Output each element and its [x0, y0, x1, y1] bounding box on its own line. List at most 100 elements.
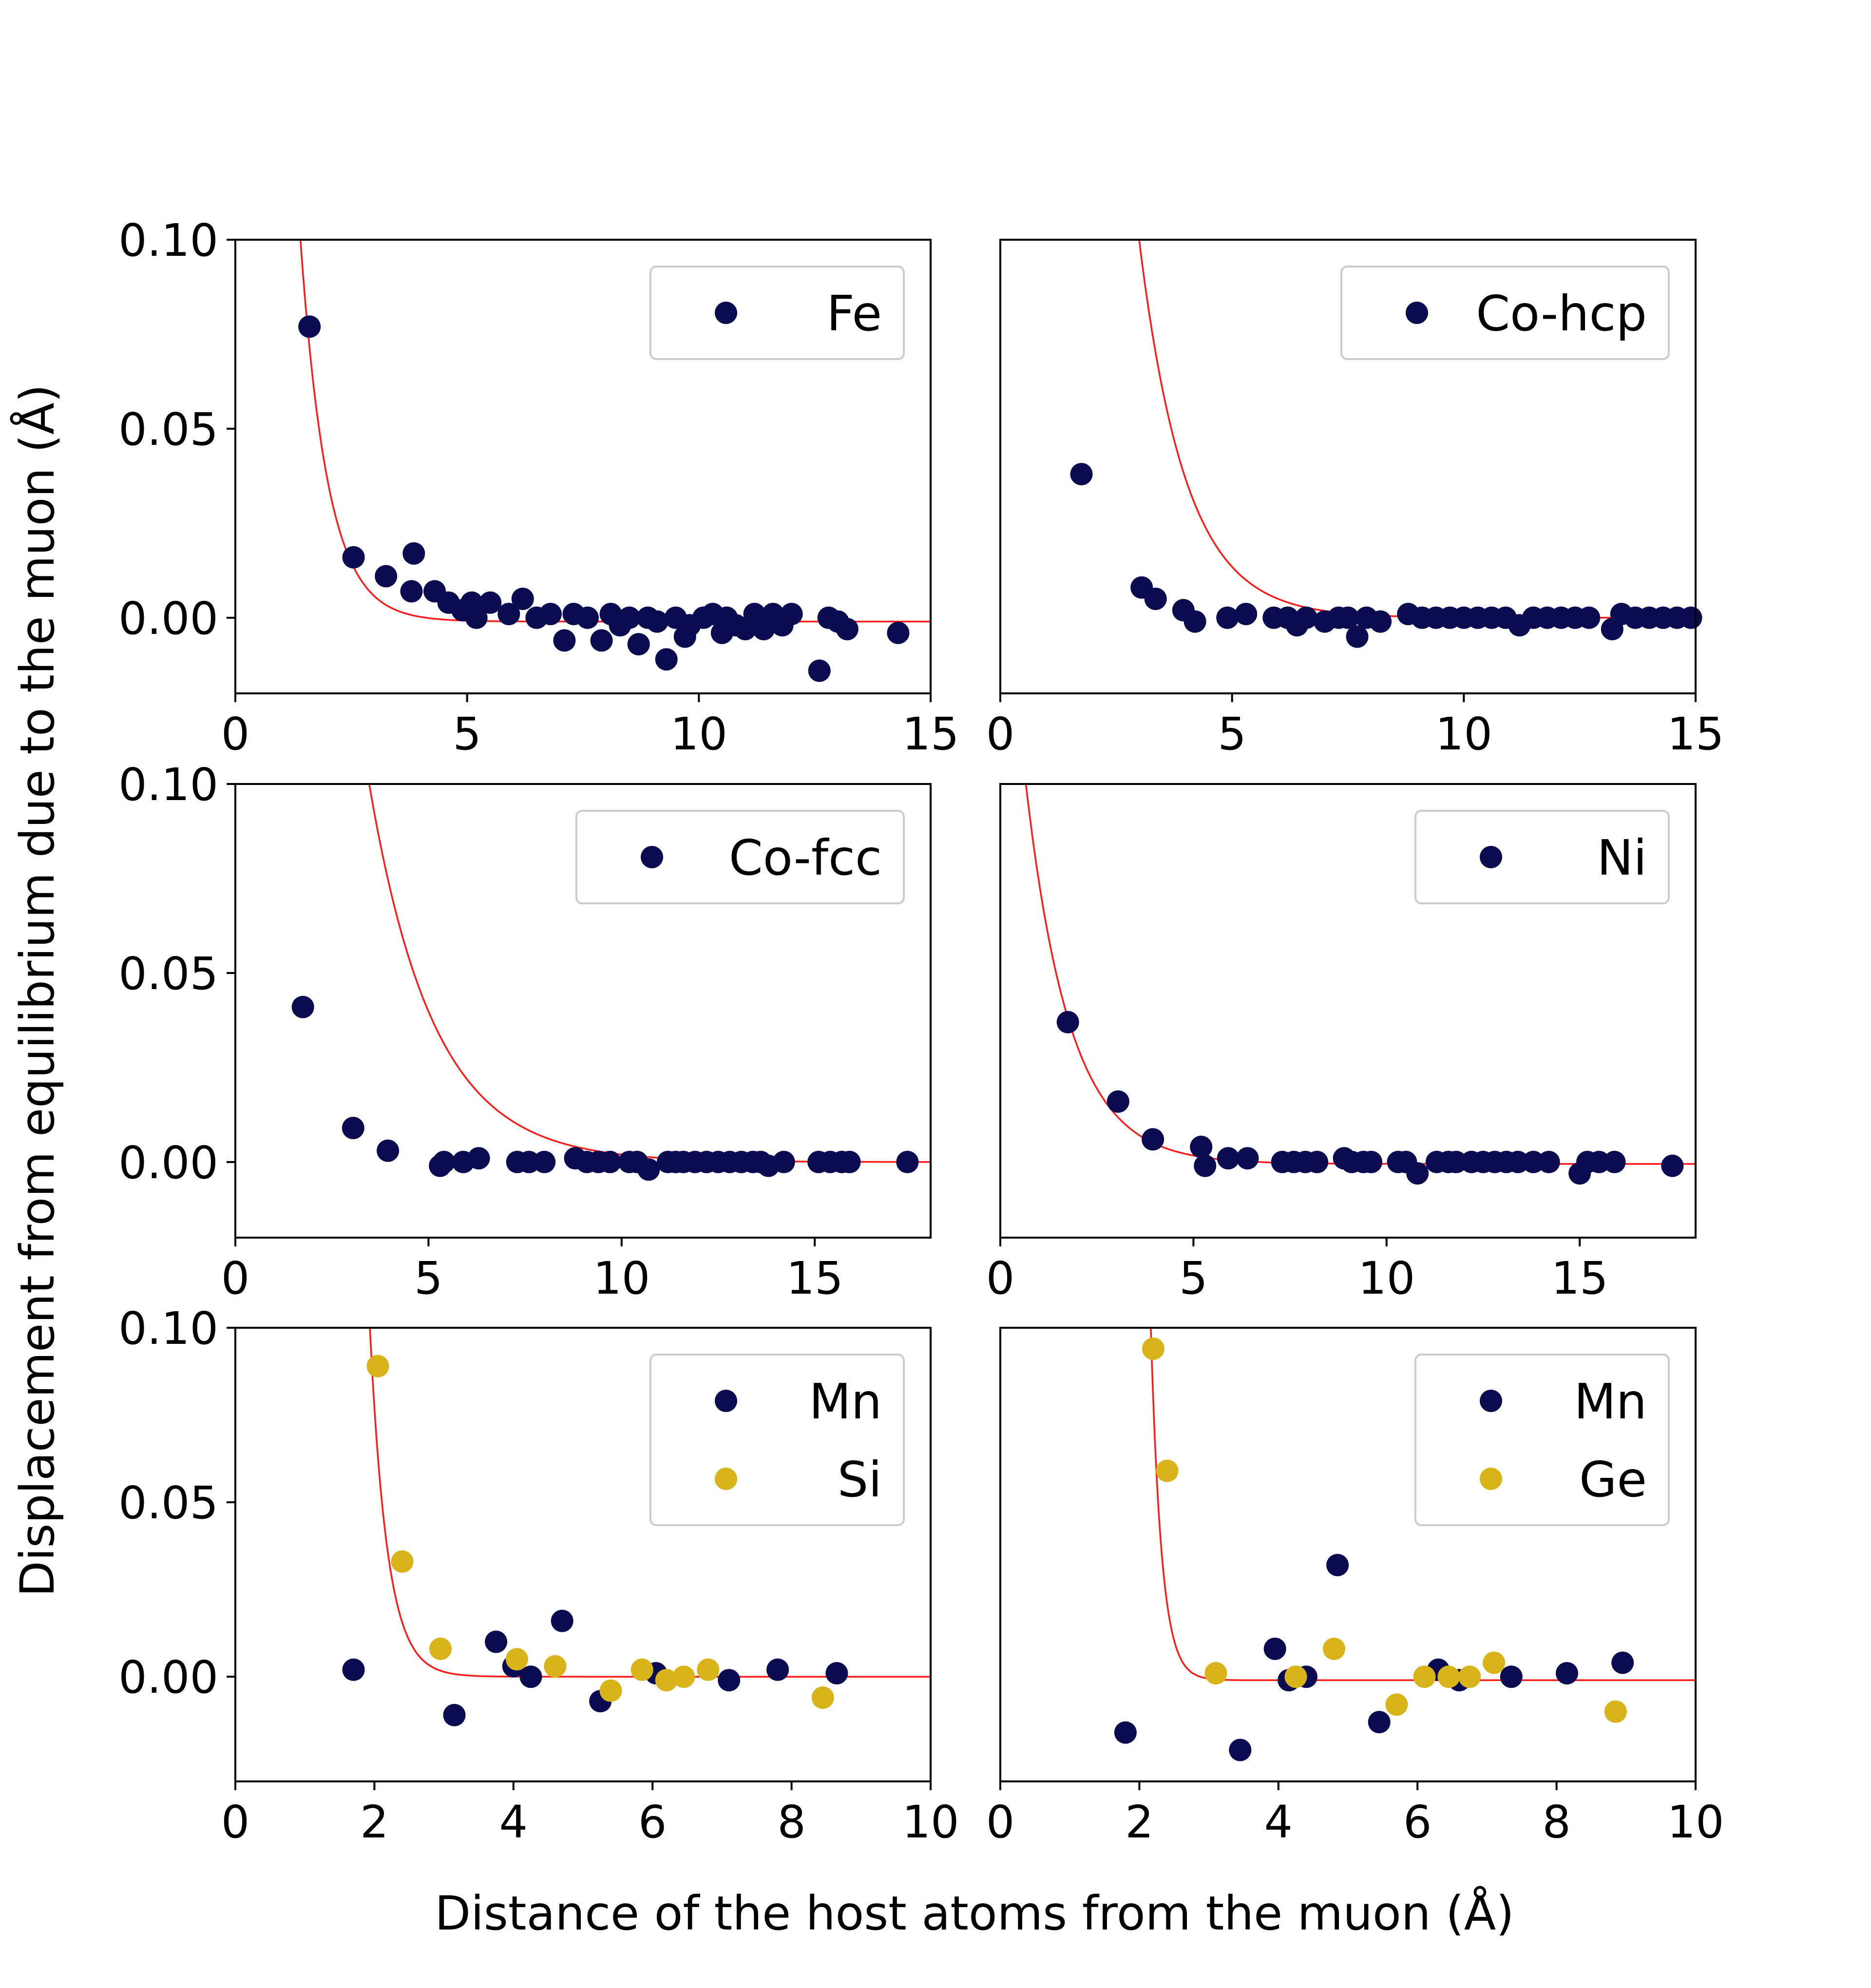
data-point-ni: [1194, 1154, 1217, 1177]
data-point-mn: [551, 1609, 573, 1632]
legend-box: [649, 266, 905, 360]
data-point-fe: [887, 621, 910, 644]
panels: 0 5 10 15 0.00 0.05 0.10 Fe 0 5 10 15 Co-hcp 0 5 10 15 0.…: [118, 214, 1724, 1848]
x-tick-label: 10: [902, 1796, 959, 1848]
y-axis-title: Displacement from equilibrium due to the…: [10, 384, 65, 1597]
y-tick-label: 0.05: [118, 1477, 218, 1529]
data-point-fe: [618, 606, 641, 629]
legend-label-co-hcp: Co-hcp: [1476, 285, 1647, 342]
panel-middle-right: 0 5 10 15 Ni: [986, 783, 1697, 1304]
data-point-ni: [1507, 1150, 1529, 1173]
data-point-ni: [1107, 1090, 1129, 1113]
legend-marker-ni: [1480, 846, 1502, 868]
data-point-co-fcc: [772, 1150, 795, 1173]
x-tick-label: 15: [786, 1252, 843, 1304]
data-point-fe: [375, 565, 398, 588]
legend-box: [1414, 810, 1670, 904]
legend-label-si: Si: [838, 1451, 882, 1508]
data-point-si: [630, 1658, 653, 1681]
data-point-mn: [1500, 1665, 1523, 1688]
data-point-mn: [766, 1658, 789, 1681]
fit-curve: [369, 1328, 931, 1678]
x-tick-label: 10: [670, 708, 727, 760]
x-tick-label: 5: [453, 708, 481, 760]
panel-top-left: 0 5 10 15 0.00 0.05 0.10 Fe: [118, 214, 959, 760]
data-point-mn: [1229, 1739, 1252, 1761]
legend-marker-mn: [1480, 1390, 1502, 1412]
data-point-co-hcp: [1369, 610, 1392, 633]
data-point-fe: [627, 633, 650, 656]
data-point-ge: [1483, 1651, 1506, 1674]
data-point-ge: [1284, 1665, 1307, 1688]
data-point-mn: [519, 1665, 542, 1688]
x-axis-title: Distance of the host atoms from the muon…: [435, 1886, 1514, 1941]
data-point-mn: [1263, 1637, 1286, 1660]
panel-bottom-right: 0 2 4 6 8 10 Mn Ge: [986, 1327, 1724, 1848]
data-point-fe: [497, 603, 520, 626]
data-point-co-hcp: [1336, 606, 1359, 629]
data-point-si: [391, 1550, 414, 1573]
data-point-fe: [511, 588, 534, 610]
y-tick-label: 0.10: [118, 759, 218, 811]
data-point-co-hcp: [1144, 588, 1167, 610]
data-point-fe: [479, 591, 502, 614]
data-point-co-fcc: [517, 1150, 540, 1173]
data-point-mn: [342, 1658, 365, 1681]
legend-marker-co-fcc: [641, 846, 663, 868]
x-tick-label: 15: [902, 708, 959, 760]
data-point-co-hcp: [1070, 463, 1093, 485]
x-tick-label: 10: [1667, 1796, 1724, 1848]
legend-marker-fe: [715, 302, 737, 324]
data-point-ge: [1604, 1700, 1627, 1723]
data-point-ge: [1204, 1662, 1227, 1684]
legend-marker-mn: [715, 1390, 737, 1412]
axes-frame: [234, 239, 932, 694]
data-point-mn: [1556, 1662, 1578, 1684]
x-tick-label: 5: [1179, 1252, 1208, 1304]
x-tick-label: 6: [1403, 1796, 1432, 1848]
data-point-ni: [1445, 1150, 1468, 1173]
data-point-ge: [1156, 1459, 1179, 1482]
y-tick-label: 0.00: [118, 1137, 218, 1189]
data-point-ni: [1661, 1154, 1684, 1177]
x-tick-label: 10: [1358, 1252, 1415, 1304]
x-tick-label: 0: [221, 1796, 250, 1848]
legend-box: [1340, 266, 1670, 360]
data-point-co-hcp: [1295, 606, 1317, 629]
data-point-si: [429, 1637, 452, 1660]
x-tick-label: 5: [414, 1252, 443, 1304]
x-tick-label: 10: [1435, 708, 1492, 760]
data-point-ge: [1142, 1338, 1165, 1360]
data-point-fe: [553, 629, 576, 652]
data-point-ni: [1587, 1150, 1610, 1173]
legend-label-fe: Fe: [826, 285, 882, 342]
data-point-fe: [465, 606, 488, 629]
data-point-mn: [485, 1630, 508, 1653]
data-point-co-fcc: [433, 1150, 456, 1173]
x-tick-label: 5: [1218, 708, 1246, 760]
panel-middle-left: 0 5 10 15 0.00 0.05 0.10 Co-fcc: [118, 759, 932, 1304]
data-point-co-hcp: [1680, 606, 1702, 629]
data-point-fe: [808, 659, 831, 682]
legend-marker-ge: [1480, 1468, 1502, 1490]
data-point-ni: [1603, 1150, 1626, 1173]
data-point-ni: [1360, 1150, 1383, 1173]
axes-frame: [999, 1327, 1697, 1782]
data-point-si: [672, 1665, 695, 1688]
x-tick-label: 4: [499, 1796, 528, 1848]
panel-top-right: 0 5 10 15 Co-hcp: [986, 239, 1724, 760]
data-point-ge: [1385, 1693, 1408, 1716]
data-point-mn: [1114, 1721, 1137, 1744]
x-tick-label: 0: [986, 1252, 1015, 1304]
data-point-si: [697, 1658, 720, 1681]
legend-box: [1414, 1354, 1670, 1526]
data-point-mn: [825, 1662, 848, 1684]
legend-marker-co-hcp: [1406, 302, 1428, 324]
x-tick-label: 0: [986, 708, 1015, 760]
x-tick-label: 8: [1542, 1796, 1571, 1848]
y-tick-label: 0.10: [118, 1302, 218, 1355]
data-point-mn: [1611, 1651, 1634, 1674]
data-point-mn: [1326, 1554, 1349, 1576]
data-point-fe: [402, 542, 425, 565]
axes-frame: [234, 783, 932, 1239]
